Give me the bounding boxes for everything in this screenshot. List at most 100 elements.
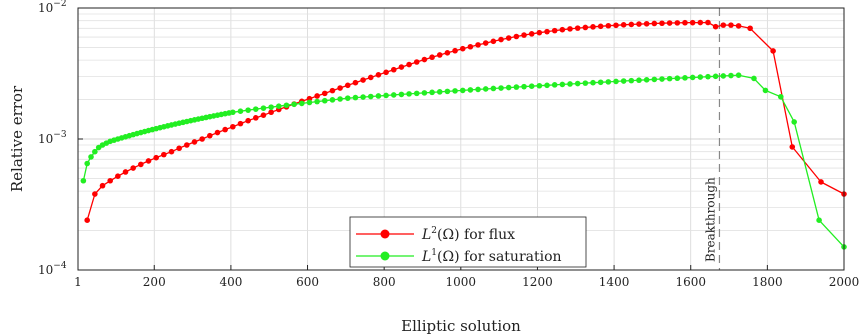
- x-axis-label: Elliptic solution: [401, 317, 521, 335]
- data-point-flux: [383, 69, 389, 76]
- data-point-saturation: [567, 81, 573, 87]
- data-point-saturation: [337, 96, 343, 102]
- data-point-flux: [770, 48, 776, 54]
- data-point-flux: [620, 22, 627, 28]
- data-point-saturation: [321, 97, 328, 104]
- data-point-saturation: [245, 107, 251, 113]
- data-point-flux: [682, 19, 688, 26]
- legend: L 2(Ω) for flux L1(Ω) for saturation: [349, 216, 587, 268]
- x-tick-label: 1400: [599, 275, 630, 289]
- legend-swatch-marker-flux: [380, 229, 390, 239]
- data-point-flux: [429, 54, 435, 61]
- data-point-saturation: [375, 93, 382, 99]
- series-line-flux: [86, 21, 845, 221]
- data-point-flux: [613, 22, 619, 29]
- data-point-flux: [459, 45, 466, 52]
- data-point-saturation: [620, 78, 627, 84]
- data-point-flux: [789, 144, 796, 150]
- data-point-saturation: [467, 87, 474, 93]
- data-point-flux: [398, 64, 405, 70]
- data-point-flux: [590, 24, 596, 30]
- data-point-flux: [245, 117, 251, 124]
- data-point-flux: [344, 82, 351, 89]
- data-point-flux: [505, 35, 512, 41]
- data-point-flux: [421, 56, 428, 63]
- data-point-flux: [168, 148, 175, 155]
- data-point-saturation: [237, 108, 244, 115]
- data-point-saturation: [505, 84, 512, 91]
- data-point-flux: [674, 20, 681, 26]
- data-point-saturation: [659, 76, 665, 82]
- data-point-saturation: [275, 103, 282, 109]
- data-point-saturation: [697, 74, 704, 80]
- data-point-flux: [337, 85, 343, 91]
- y-tick-label: 10−3: [38, 130, 67, 146]
- data-point-flux: [482, 40, 489, 46]
- data-point-saturation: [666, 75, 673, 82]
- data-point-saturation: [643, 77, 650, 83]
- data-point-flux: [214, 129, 221, 136]
- x-tick-label: 2000: [829, 275, 860, 289]
- data-point-saturation: [88, 154, 94, 160]
- data-point-saturation: [816, 217, 822, 223]
- data-point-flux: [498, 36, 504, 43]
- x-tick-label: 1: [74, 275, 82, 289]
- data-point-saturation: [306, 99, 313, 106]
- annotation-label: Breakthrough: [703, 177, 717, 262]
- ticks: 1 200 400 600 800 1000 1200 1400 1600 1800 200010−…: [38, 0, 859, 289]
- data-point-saturation: [429, 89, 435, 96]
- data-point-saturation: [521, 83, 527, 90]
- data-point-flux: [490, 38, 497, 45]
- data-point-flux: [567, 26, 573, 32]
- legend-label-saturation: L1(Ω) for saturation: [421, 248, 562, 265]
- data-point-flux: [597, 23, 604, 30]
- data-point-flux: [452, 47, 458, 54]
- data-point-saturation: [344, 95, 351, 101]
- data-point-saturation: [230, 109, 236, 116]
- data-point-saturation: [682, 75, 688, 81]
- data-point-saturation: [628, 77, 635, 84]
- data-point-flux: [651, 20, 658, 27]
- data-point-saturation: [582, 80, 589, 86]
- data-point-flux: [689, 19, 696, 26]
- data-point-flux: [352, 79, 359, 86]
- legend-sat-sup: 1: [431, 248, 437, 258]
- legend-sat-main: L: [421, 249, 431, 265]
- y-tick-label: 10−4: [38, 261, 67, 277]
- data-point-flux: [444, 50, 451, 56]
- x-tick-label: 1200: [522, 275, 553, 289]
- data-point-flux: [199, 136, 205, 142]
- data-point-saturation: [253, 106, 259, 112]
- data-point-flux: [107, 177, 113, 184]
- data-point-flux: [237, 120, 244, 127]
- legend-flux-rest: (Ω) for flux: [437, 227, 515, 243]
- data-point-flux: [314, 93, 320, 99]
- legend-sat-rest: (Ω) for saturation: [437, 249, 562, 265]
- data-point-flux: [521, 32, 527, 38]
- data-point-saturation: [536, 82, 543, 89]
- data-point-saturation: [459, 87, 466, 94]
- data-point-flux: [720, 22, 727, 28]
- x-tick-label: 1000: [446, 275, 477, 289]
- data-point-flux: [559, 26, 566, 33]
- data-point-flux: [666, 20, 673, 26]
- data-point-flux: [528, 31, 535, 37]
- data-point-flux: [406, 61, 412, 68]
- data-point-saturation: [636, 77, 642, 84]
- data-point-flux: [605, 22, 612, 29]
- data-point-saturation: [498, 85, 504, 91]
- data-point-saturation: [452, 88, 458, 94]
- data-point-saturation: [590, 79, 596, 86]
- data-point-flux: [260, 112, 267, 118]
- data-point-flux: [390, 66, 397, 73]
- data-point-saturation: [728, 72, 734, 79]
- data-point-flux: [99, 182, 106, 189]
- data-point-flux: [130, 165, 136, 171]
- data-point-flux: [513, 33, 520, 40]
- data-point-saturation: [436, 89, 443, 95]
- data-point-saturation: [528, 83, 535, 89]
- data-point-flux: [153, 154, 159, 161]
- legend-flux-sup: 2: [431, 226, 437, 236]
- data-point-flux: [176, 145, 182, 152]
- x-tick-label: 400: [219, 275, 242, 289]
